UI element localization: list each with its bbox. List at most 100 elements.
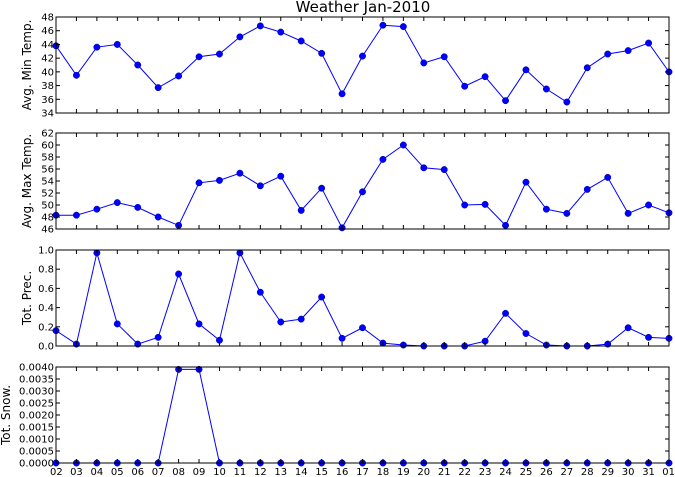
data-point <box>338 90 346 98</box>
x-tick-label: 10 <box>213 467 226 477</box>
y-tick-label: 44 <box>41 40 54 51</box>
x-tick-label: 18 <box>377 467 390 477</box>
data-point <box>604 50 612 58</box>
x-tick-label: 17 <box>356 467 369 477</box>
y-tick-label: 52 <box>41 189 54 200</box>
x-tick-label: 09 <box>193 467 206 477</box>
data-point <box>379 155 387 163</box>
x-tick-label: 27 <box>560 467 573 477</box>
x-tick-label: 12 <box>254 467 267 477</box>
x-tick-label: 14 <box>295 467 308 477</box>
data-point <box>318 184 326 192</box>
data-point <box>113 199 121 207</box>
data-point <box>399 23 407 31</box>
plot-frame <box>55 366 670 464</box>
data-point <box>72 71 80 79</box>
data-point <box>624 209 632 217</box>
data-point <box>236 33 244 41</box>
data-point <box>256 22 264 30</box>
x-tick-label: 02 <box>50 467 63 477</box>
data-point <box>563 209 571 217</box>
x-tick-label: 01 <box>662 467 675 477</box>
data-point <box>645 333 653 341</box>
x-tick-label: 29 <box>601 467 614 477</box>
x-tick-label: 20 <box>417 467 430 477</box>
data-point <box>256 288 264 296</box>
data-point <box>522 66 530 74</box>
data-point <box>72 211 80 219</box>
y-tick-label: 0.0000 <box>19 459 54 470</box>
x-tick-label: 13 <box>274 467 287 477</box>
y-axis-label: Tot. Snow. <box>0 385 13 446</box>
x-tick-label: 28 <box>581 467 594 477</box>
x-tick-label: 08 <box>172 467 185 477</box>
y-axis-label: Tot. Prec. <box>20 271 34 326</box>
series-line <box>55 251 670 347</box>
x-tick-label: 23 <box>479 467 492 477</box>
data-point <box>297 315 305 323</box>
data-point <box>399 141 407 149</box>
y-tick-label: 46 <box>41 225 54 236</box>
y-tick-label: 0.0015 <box>19 423 54 434</box>
data-point <box>154 213 162 221</box>
y-tick-label: 50 <box>41 201 54 212</box>
y-tick-label: 48 <box>41 13 54 24</box>
x-tick-label: 16 <box>336 467 349 477</box>
series-line <box>56 368 669 464</box>
y-tick-label: 0.0030 <box>19 387 54 398</box>
data-point <box>195 179 203 187</box>
data-point <box>522 330 530 337</box>
y-tick-label: 0.2 <box>38 322 54 333</box>
series-line <box>56 144 670 229</box>
plot-frame <box>55 249 670 347</box>
x-tick-label: 19 <box>397 467 410 477</box>
y-tick-label: 1.0 <box>38 246 54 257</box>
y-tick-label: 0.0020 <box>19 411 54 422</box>
data-point <box>195 320 203 328</box>
data-point <box>277 28 285 36</box>
y-tick-label: 38 <box>41 81 54 92</box>
y-tick-label: 0.0010 <box>19 435 54 446</box>
x-tick-label: 25 <box>520 467 533 477</box>
x-tick-label: 06 <box>131 467 144 477</box>
data-point <box>420 59 428 67</box>
y-tick-label: 42 <box>41 54 54 65</box>
data-point <box>522 178 530 186</box>
data-point <box>583 64 591 72</box>
y-tick-label: 0.0005 <box>19 447 54 458</box>
data-point <box>93 205 101 213</box>
data-point <box>624 47 632 55</box>
data-point <box>420 164 428 172</box>
plot-frame <box>55 132 670 230</box>
x-tick-label: 05 <box>111 467 124 477</box>
data-point <box>542 205 550 213</box>
data-point <box>359 188 366 196</box>
y-tick-label: 0.0035 <box>19 375 54 386</box>
data-point <box>297 37 305 45</box>
y-tick-label: 56 <box>41 165 54 176</box>
y-tick-label: 0.0040 <box>19 363 54 374</box>
y-tick-label: 46 <box>41 26 54 37</box>
x-tick-label: 22 <box>458 467 471 477</box>
y-tick-label: 0.4 <box>38 303 54 314</box>
panel-1: 34 36 38 40 42 44 46 48 Avg. Min Temp. <box>20 13 673 120</box>
y-axis-label: Avg. Max Temp. <box>20 134 34 228</box>
data-point <box>359 52 366 60</box>
data-point <box>277 318 285 326</box>
data-point <box>461 201 469 209</box>
plot-frame <box>55 16 670 114</box>
data-point <box>175 72 183 80</box>
data-point <box>502 97 509 105</box>
data-point <box>175 270 183 278</box>
x-tick-label: 04 <box>90 467 103 477</box>
y-tick-label: 0.0 <box>38 342 54 353</box>
y-tick-label: 0.8 <box>38 265 54 276</box>
data-point <box>481 200 489 208</box>
data-point <box>195 53 203 61</box>
data-point <box>645 201 653 209</box>
y-tick-label: 40 <box>41 67 54 78</box>
data-point <box>277 172 285 180</box>
x-tick-label: 21 <box>438 467 451 477</box>
